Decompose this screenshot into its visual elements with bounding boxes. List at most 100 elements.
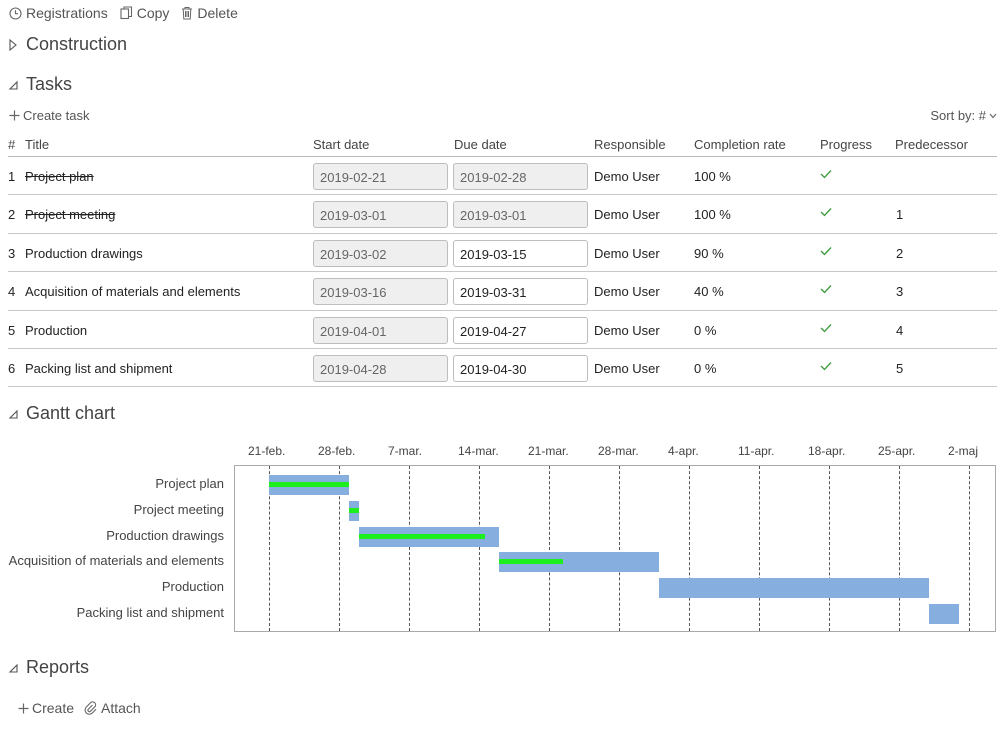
gantt-progress-bar — [499, 559, 563, 564]
create-report-label: Create — [32, 700, 75, 716]
gantt-bar[interactable] — [359, 527, 499, 547]
gantt-tick-label: 11-apr. — [738, 444, 775, 458]
create-task-button[interactable]: Create task — [9, 108, 89, 123]
task-responsible: Demo User — [594, 322, 660, 338]
header-predecessor[interactable]: Predecessor — [895, 137, 968, 152]
table-row[interactable]: 6 Packing list and shipment 2019-04-28 2019… — [8, 349, 997, 388]
collapse-icon — [8, 80, 18, 90]
task-number: 4 — [8, 284, 16, 300]
gantt-gridline — [899, 466, 900, 631]
gantt-task-label: Acquisition of materials and elements — [8, 553, 224, 568]
header-start-date[interactable]: Start date — [313, 137, 370, 152]
table-row[interactable]: 5 Production 2019-04-01 2019-04-27 Demo User… — [8, 311, 997, 349]
table-row[interactable]: 4 Acquisition of materials and elements 20… — [8, 272, 997, 311]
header-due-date[interactable]: Due date — [454, 137, 507, 152]
reports-section-header[interactable]: Reports — [8, 657, 89, 678]
header-title[interactable]: Title — [25, 137, 50, 152]
due-date-field[interactable]: 2019-03-31 — [453, 278, 588, 306]
task-title[interactable]: Project plan — [25, 169, 94, 184]
gantt-bar[interactable] — [929, 604, 959, 624]
reports-actions: Create Attach — [18, 700, 141, 716]
copy-button[interactable]: Copy — [120, 5, 169, 21]
construction-title: Construction — [26, 34, 128, 54]
checkmark-icon[interactable] — [820, 246, 832, 256]
gantt-bar[interactable] — [659, 578, 929, 598]
table-row[interactable]: 2 Project meeting 2019-03-01 2019-03-01 Demo… — [8, 195, 997, 234]
due-date-field[interactable]: 2019-04-27 — [453, 316, 588, 344]
construction-section-header[interactable]: Construction — [8, 34, 127, 55]
task-title[interactable]: Production — [25, 322, 88, 338]
task-predecessor: 1 — [896, 207, 904, 223]
task-number: 5 — [8, 322, 16, 338]
gantt-gridline — [969, 466, 970, 631]
task-responsible: Demo User — [594, 245, 660, 261]
header-progress[interactable]: Progress — [820, 137, 873, 152]
due-date-field: 2019-03-01 — [453, 201, 588, 229]
header-responsible[interactable]: Responsible — [594, 137, 666, 152]
tasks-section-header[interactable]: Tasks — [8, 74, 72, 95]
chevron-down-icon — [989, 113, 997, 118]
gantt-task-label: Production drawings — [106, 528, 224, 543]
attach-label: Attach — [101, 700, 141, 716]
checkmark-icon[interactable] — [820, 323, 832, 333]
sort-by-label: Sort by: # — [930, 108, 986, 123]
gantt-bar[interactable] — [499, 552, 659, 572]
gantt-progress-bar — [349, 508, 359, 513]
task-completion-rate: 0 % — [694, 360, 717, 376]
task-completion-rate: 40 % — [694, 284, 724, 300]
gantt-tick-label: 25-apr. — [878, 444, 916, 458]
start-date-field: 2019-02-21 — [313, 163, 448, 190]
gantt-gridline — [409, 466, 410, 631]
gantt-task-label: Project meeting — [133, 502, 224, 517]
attach-button[interactable]: Attach — [84, 700, 141, 716]
due-date-field[interactable]: 2019-03-15 — [453, 239, 588, 267]
gantt-tick-label: 28-feb. — [318, 444, 356, 458]
gantt-plot-area — [234, 465, 996, 632]
gantt-tick-label: 18-apr. — [808, 444, 846, 458]
task-responsible: Demo User — [594, 169, 660, 184]
header-num[interactable]: # — [8, 137, 16, 152]
gantt-gridline — [689, 466, 690, 631]
task-number: 3 — [8, 245, 16, 261]
gantt-progress-bar — [269, 482, 349, 487]
gantt-title: Gantt chart — [26, 403, 116, 423]
checkmark-icon[interactable] — [820, 361, 832, 371]
gantt-gridline — [829, 466, 830, 631]
checkmark-icon[interactable] — [820, 284, 832, 294]
checkmark-icon[interactable] — [820, 207, 832, 217]
create-task-label: Create task — [23, 108, 90, 123]
sort-by-dropdown[interactable]: Sort by: # — [930, 108, 997, 123]
trash-icon — [182, 7, 193, 20]
task-title[interactable]: Acquisition of materials and elements — [25, 284, 241, 300]
task-title[interactable]: Project meeting — [25, 207, 116, 223]
task-title[interactable]: Packing list and shipment — [25, 360, 173, 376]
task-title[interactable]: Production drawings — [25, 245, 143, 261]
task-predecessor: 4 — [896, 322, 904, 338]
create-report-button[interactable]: Create — [18, 700, 74, 716]
task-predecessor: 3 — [896, 284, 904, 300]
start-date-field: 2019-04-28 — [313, 354, 448, 382]
table-row[interactable]: 3 Production drawings 2019-03-02 2019-03-15… — [8, 234, 997, 273]
gantt-chart: 21-feb. 28-feb. 7-mar. 14-mar. 21-mar. 28-mar… — [0, 438, 1005, 638]
gantt-tick-label: 2-maj — [948, 444, 979, 458]
gantt-tick-label: 14-mar. — [458, 444, 499, 458]
gantt-tick-label: 4-apr. — [668, 444, 699, 458]
registrations-label: Registrations — [26, 5, 108, 21]
delete-button[interactable]: Delete — [181, 5, 238, 21]
gantt-gridline — [269, 466, 270, 631]
due-date-field[interactable]: 2019-04-30 — [453, 354, 588, 382]
gantt-bar[interactable] — [269, 475, 349, 495]
gantt-gridline — [759, 466, 760, 631]
checkmark-icon[interactable] — [820, 169, 832, 179]
delete-label: Delete — [197, 5, 238, 21]
header-completion-rate[interactable]: Completion rate — [694, 137, 786, 152]
gantt-bar[interactable] — [349, 501, 359, 521]
gantt-tick-label: 21-mar. — [528, 444, 569, 458]
gantt-section-header[interactable]: Gantt chart — [8, 403, 115, 424]
gantt-tick-label: 7-mar. — [388, 444, 423, 458]
table-row[interactable]: 1 Project plan 2019-02-21 2019-02-28 Demo Us… — [8, 157, 997, 196]
task-predecessor: 2 — [896, 245, 904, 261]
start-date-field: 2019-03-02 — [313, 239, 448, 267]
registrations-button[interactable]: Registrations — [9, 5, 108, 21]
start-date-field: 2019-03-16 — [313, 278, 448, 306]
